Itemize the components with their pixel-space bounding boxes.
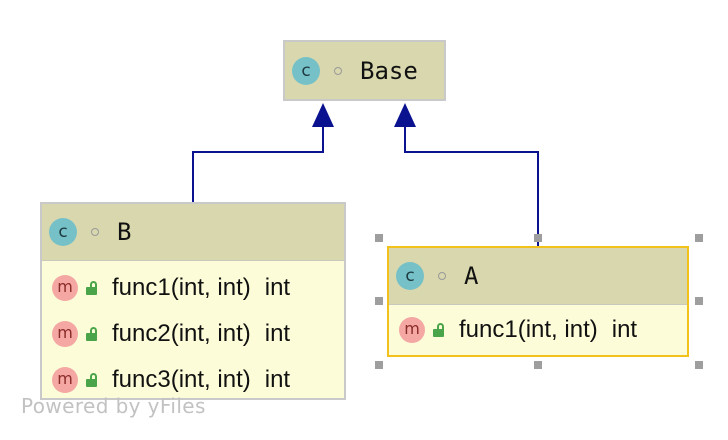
resize-handle-top-left[interactable] [375, 234, 383, 242]
class-icon: c [292, 56, 320, 85]
method-list-a: m func1(int, int) int [389, 305, 687, 353]
resize-handle-bottom-left[interactable] [375, 361, 383, 369]
arrowhead-b-base [312, 103, 334, 127]
package-visibility-icon [91, 228, 99, 236]
class-header-a: c A [389, 248, 687, 305]
method-row[interactable]: m func1(int, int) int [389, 307, 687, 353]
resize-handle-bottom-right[interactable] [695, 361, 703, 369]
method-icon: m [52, 275, 78, 301]
public-lock-icon [86, 281, 98, 295]
method-row[interactable]: m func3(int, int) int [42, 357, 344, 403]
class-node-a[interactable]: c A m func1(int, int) int [387, 246, 689, 357]
resize-handle-middle-right[interactable] [695, 297, 703, 305]
method-icon: m [52, 321, 78, 347]
edge-a-to-base[interactable] [404, 127, 539, 246]
method-icon: m [399, 317, 425, 343]
method-row[interactable]: m func2(int, int) int [42, 311, 344, 357]
method-signature: func3(int, int) [112, 366, 251, 393]
package-visibility-icon [438, 272, 446, 280]
class-header-b: c B [42, 204, 344, 261]
class-icon: c [49, 218, 77, 246]
class-node-b[interactable]: c B m func1(int, int) int m func2(int, i… [40, 202, 346, 400]
class-name-b: B [117, 218, 132, 246]
method-icon: m [52, 367, 78, 393]
method-return-type: int [264, 274, 291, 301]
class-icon: c [396, 262, 424, 290]
method-return-type: int [264, 366, 291, 393]
method-return-type: int [611, 316, 638, 343]
method-signature: func1(int, int) [459, 316, 598, 343]
public-lock-icon [86, 373, 98, 387]
method-signature: func1(int, int) [112, 274, 251, 301]
resize-handle-middle-left[interactable] [375, 297, 383, 305]
watermark: Powered by yFiles [21, 394, 206, 418]
resize-handle-top-right[interactable] [695, 234, 703, 242]
arrowhead-a-base [394, 103, 416, 127]
method-list-b: m func1(int, int) int m func2(int, int) … [42, 261, 344, 403]
package-visibility-icon [334, 66, 342, 75]
class-header-base: c Base [285, 42, 444, 99]
class-node-base[interactable]: c Base [283, 40, 446, 101]
method-row[interactable]: m func1(int, int) int [42, 265, 344, 311]
resize-handle-bottom-center[interactable] [534, 361, 542, 369]
method-return-type: int [264, 320, 291, 347]
public-lock-icon [86, 327, 98, 341]
class-name-base: Base [360, 56, 418, 85]
class-name-a: A [464, 262, 479, 290]
public-lock-icon [433, 323, 445, 337]
resize-handle-top-center[interactable] [534, 234, 542, 242]
method-signature: func2(int, int) [112, 320, 251, 347]
edge-b-to-base[interactable] [192, 127, 324, 202]
